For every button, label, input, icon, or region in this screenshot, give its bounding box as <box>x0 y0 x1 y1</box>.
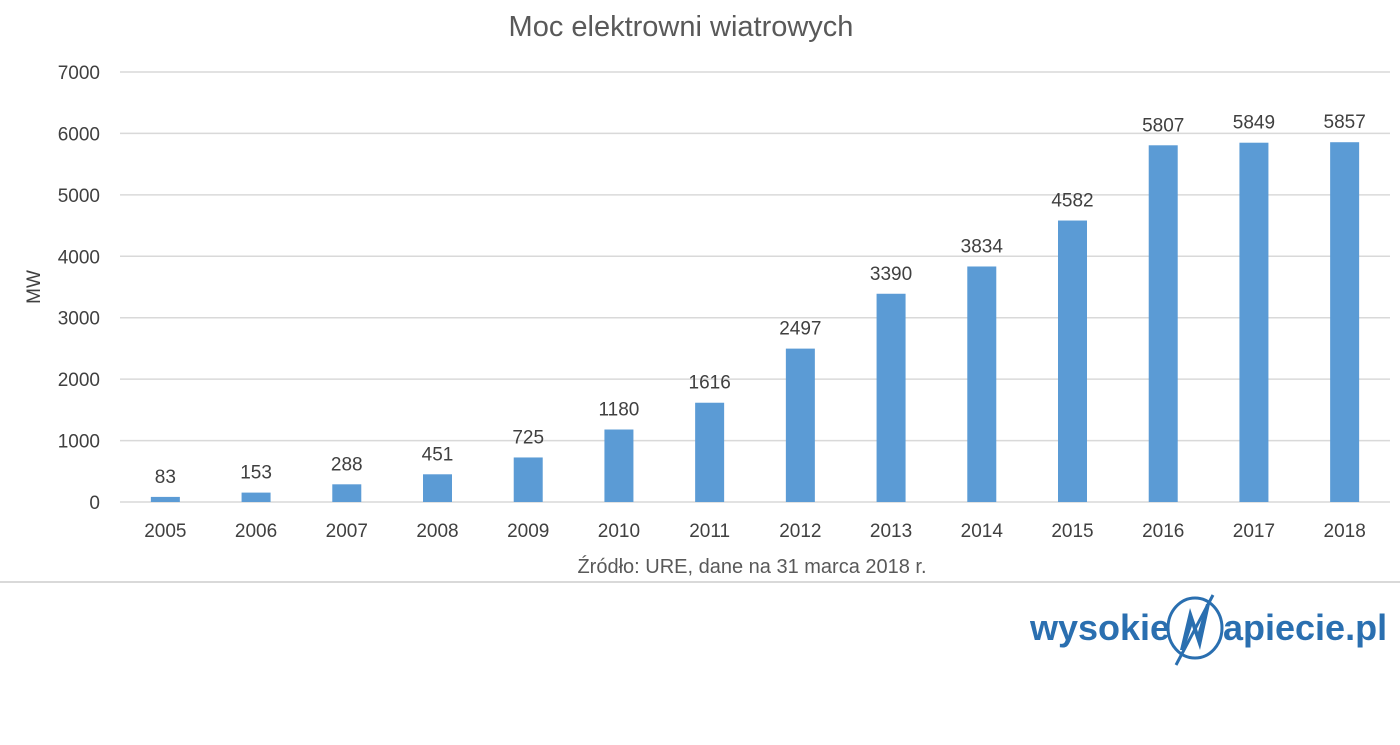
x-tick-label: 2007 <box>326 521 368 542</box>
data-label: 3834 <box>961 236 1004 257</box>
gridlines <box>120 71 1390 503</box>
data-label: 725 <box>512 427 544 448</box>
bar <box>513 457 543 502</box>
bar <box>604 429 634 502</box>
x-tick-label: 2011 <box>689 521 730 542</box>
bar <box>241 492 271 502</box>
data-label: 3390 <box>870 264 912 285</box>
data-label: 288 <box>331 454 363 475</box>
x-tick-label: 2015 <box>1051 521 1093 542</box>
x-tick-label: 2013 <box>870 521 912 542</box>
bar-chart: Moc elektrowni wiatrowych 0 1000 2000 3000 4… <box>24 11 1390 578</box>
separator-line <box>0 581 1400 583</box>
bar <box>1148 145 1178 502</box>
x-axis-ticks: 2005 2006 2007 2008 2009 2010 2011 2012 2013 2014… <box>144 521 1366 542</box>
y-axis-ticks: 0 1000 2000 3000 4000 5000 6000 7000 <box>58 63 100 514</box>
x-tick-label: 2010 <box>598 521 640 542</box>
x-tick-label: 2009 <box>507 521 549 542</box>
bar <box>695 402 725 502</box>
x-tick-label: 2017 <box>1233 521 1275 542</box>
bar <box>150 496 180 502</box>
x-tick-label: 2008 <box>416 521 458 542</box>
bar <box>332 484 362 502</box>
bar <box>1239 142 1269 502</box>
bar <box>1330 142 1360 502</box>
y-tick-label: 2000 <box>58 370 100 391</box>
bar <box>1058 220 1087 502</box>
x-tick-label: 2016 <box>1142 521 1184 542</box>
bar <box>785 348 815 502</box>
y-tick-label: 1000 <box>58 432 100 453</box>
data-label: 153 <box>240 463 272 484</box>
bar <box>967 266 997 502</box>
data-label: 4582 <box>1051 191 1093 212</box>
logo-text-part2: apiecie.pl <box>1223 607 1387 648</box>
bars <box>150 142 1360 502</box>
y-tick-label: 3000 <box>58 309 100 330</box>
x-tick-label: 2006 <box>235 521 277 542</box>
source-note: Źródło: URE, dane na 31 marca 2018 r. <box>577 555 926 578</box>
data-label: 1180 <box>598 400 639 421</box>
x-tick-label: 2005 <box>144 521 186 542</box>
y-tick-label: 6000 <box>58 124 100 145</box>
data-label: 5857 <box>1324 112 1366 133</box>
lightning-n-icon <box>1166 594 1224 666</box>
data-label: 5807 <box>1142 115 1184 136</box>
bar <box>423 474 452 502</box>
y-axis-title: MW <box>24 270 45 304</box>
data-label: 451 <box>422 444 454 465</box>
data-labels: 83 153 288 451 725 1180 1616 2497 3390 3834 4582 58… <box>155 112 1366 488</box>
bar <box>876 293 906 502</box>
x-tick-label: 2018 <box>1324 521 1366 542</box>
brand-logo[interactable]: wysokie apiecie.pl <box>1030 590 1390 670</box>
logo-text-part1: wysokie <box>1030 607 1170 648</box>
data-label: 2497 <box>779 319 821 340</box>
y-tick-label: 5000 <box>58 186 100 207</box>
x-tick-label: 2014 <box>961 521 1004 542</box>
data-label: 83 <box>155 467 176 488</box>
data-label: 5849 <box>1233 113 1275 134</box>
y-tick-label: 0 <box>89 493 100 514</box>
y-tick-label: 4000 <box>58 247 100 268</box>
chart-title: Moc elektrowni wiatrowych <box>509 11 854 43</box>
x-tick-label: 2012 <box>779 521 821 542</box>
data-label: 1616 <box>689 373 731 394</box>
y-tick-label: 7000 <box>58 63 100 84</box>
